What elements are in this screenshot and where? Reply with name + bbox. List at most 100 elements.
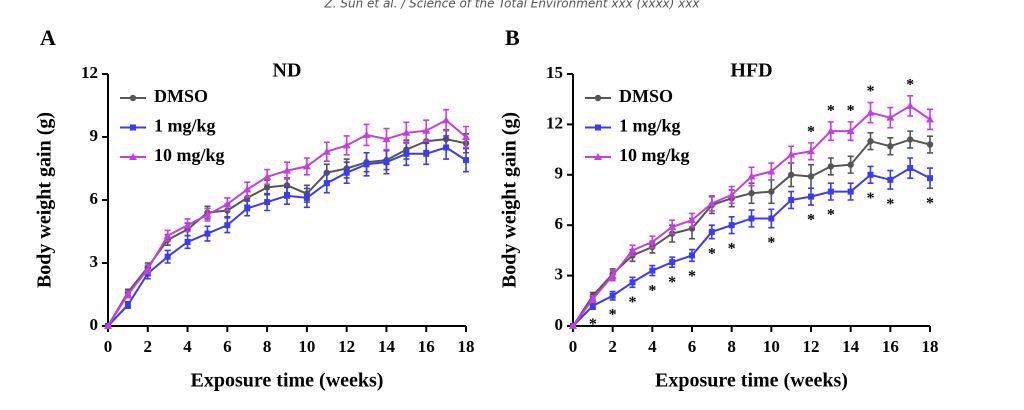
y-tick-label: 12 [81,63,98,82]
x-tick-label: 10 [763,337,780,356]
data-point [628,246,637,254]
significance-star: * [668,274,676,291]
data-point [362,130,371,138]
data-point [748,190,755,197]
data-point [887,176,894,183]
data-point [423,150,430,157]
significance-star: * [648,282,656,299]
data-point [204,230,211,237]
data-point [887,143,894,150]
legend-marker [594,94,602,102]
data-point [867,138,874,145]
data-point [629,279,636,286]
x-tick-label: 16 [418,337,435,356]
data-point [827,188,834,195]
data-point [669,259,676,266]
data-point [847,188,854,195]
y-tick-label: 0 [555,315,564,334]
x-tick-label: 2 [144,337,153,356]
data-point [123,290,132,298]
data-point [342,141,351,149]
data-point [403,150,410,157]
data-point [886,113,895,121]
x-tick-label: 10 [298,337,315,356]
x-tick-label: 14 [378,337,396,356]
x-tick-label: 16 [882,337,899,356]
data-point [608,271,617,279]
data-point [442,116,451,124]
legend-marker [594,153,602,160]
panel-label: B [505,25,520,50]
data-point [807,173,815,180]
data-point [589,302,596,309]
significance-star: * [589,316,597,333]
data-point [847,161,854,168]
x-tick-label: 2 [608,337,617,356]
data-point [748,215,755,222]
data-point [422,126,431,134]
chart-title: HFD [730,60,772,82]
data-point [303,194,310,201]
significance-star: * [807,212,815,229]
data-point [284,192,290,199]
significance-star: * [847,103,855,120]
legend-marker [130,124,136,131]
significance-star: * [728,240,736,257]
chart-title: ND [273,60,302,82]
significance-star: * [827,103,835,120]
x-tick-label: 0 [104,337,113,356]
x-tick-label: 12 [338,337,355,356]
x-tick-label: 6 [688,337,697,356]
x-tick-label: 12 [803,337,820,356]
data-point [807,147,815,155]
x-tick-label: 18 [922,337,939,356]
x-tick-label: 0 [569,337,578,356]
data-point [463,157,469,164]
data-point [224,222,231,229]
significance-star: * [827,207,835,224]
data-point [343,169,350,176]
x-tick-label: 8 [727,337,736,356]
legend-label: 1 mg/kg [619,116,681,136]
data-point [363,161,370,168]
data-point [846,127,855,135]
data-point [104,322,112,329]
x-axis-label: Exposure time (weeks) [191,370,384,392]
data-point [788,197,795,203]
data-point [906,101,915,109]
data-point [263,184,271,191]
data-point [767,167,776,175]
data-point [243,185,252,193]
data-point [283,166,291,174]
data-point [926,115,934,123]
data-point [787,171,795,178]
significance-star: * [609,307,617,324]
data-point [462,133,470,140]
data-point [827,163,835,170]
legend-label: 1 mg/kg [154,116,216,136]
data-point [727,190,736,198]
data-point [668,222,677,230]
data-point [443,144,450,151]
data-point [609,292,616,299]
x-tick-label: 6 [223,337,232,356]
y-tick-label: 6 [90,189,99,208]
x-tick-label: 8 [263,337,272,356]
data-point [588,295,597,303]
significance-star: * [688,268,696,285]
x-axis-label: Exposure time (weeks) [655,370,848,392]
data-point [302,162,311,170]
data-point [927,175,933,182]
data-point [184,239,191,245]
x-tick-label: 18 [458,337,475,356]
significance-star: * [867,190,875,207]
data-point [867,171,874,178]
significance-star: * [629,294,637,311]
y-tick-label: 15 [546,63,563,82]
y-tick-label: 6 [555,214,564,233]
data-point [866,108,875,116]
y-tick-label: 3 [555,265,564,284]
y-tick-label: 12 [546,113,563,132]
data-point [183,221,192,229]
significance-star: * [767,234,775,251]
